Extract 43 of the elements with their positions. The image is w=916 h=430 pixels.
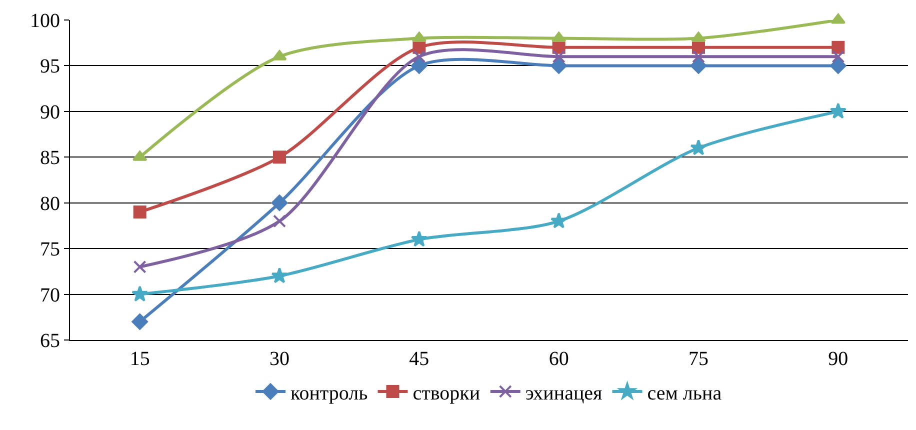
- y-tick-label: 80: [40, 192, 60, 215]
- point: [692, 50, 705, 64]
- point: [411, 58, 428, 74]
- point: [832, 50, 845, 64]
- point: [550, 58, 567, 74]
- x-tick-label: 75: [688, 348, 708, 370]
- x-tick-label: 60: [548, 348, 569, 370]
- x-tick-label: 90: [828, 348, 848, 370]
- point: [132, 286, 148, 302]
- point: [132, 314, 148, 330]
- y-tick-label: 90: [40, 101, 60, 124]
- y-tick-label: 65: [40, 330, 60, 352]
- point: [412, 50, 426, 64]
- point: [412, 32, 427, 42]
- legend-label: сем льна: [647, 382, 722, 404]
- point: [552, 50, 566, 64]
- x-tick-label: 45: [409, 348, 430, 370]
- point: [832, 40, 845, 54]
- point: [410, 230, 428, 247]
- point: [830, 102, 846, 119]
- y-tick-label: 95: [40, 56, 60, 78]
- point: [133, 260, 146, 274]
- y-tick-label: 100: [30, 10, 60, 32]
- legend-label: створки: [412, 382, 480, 404]
- y-tick-label: 85: [40, 147, 60, 170]
- point: [691, 32, 706, 42]
- point: [271, 194, 288, 212]
- x-tick-label: 30: [270, 348, 290, 370]
- point: [550, 212, 568, 228]
- point: [271, 267, 288, 284]
- y-tick-label: 75: [40, 238, 60, 261]
- legend-label: контроль: [290, 382, 368, 404]
- x-tick-label: 15: [130, 348, 150, 370]
- point: [273, 214, 286, 228]
- point: [690, 58, 707, 74]
- y-tick-label: 70: [40, 284, 60, 306]
- point: [273, 150, 286, 164]
- legend-label: эхинацея: [525, 382, 602, 404]
- point: [133, 206, 146, 218]
- point: [551, 32, 566, 42]
- point: [272, 50, 287, 60]
- point: [690, 139, 707, 156]
- point: [830, 58, 846, 74]
